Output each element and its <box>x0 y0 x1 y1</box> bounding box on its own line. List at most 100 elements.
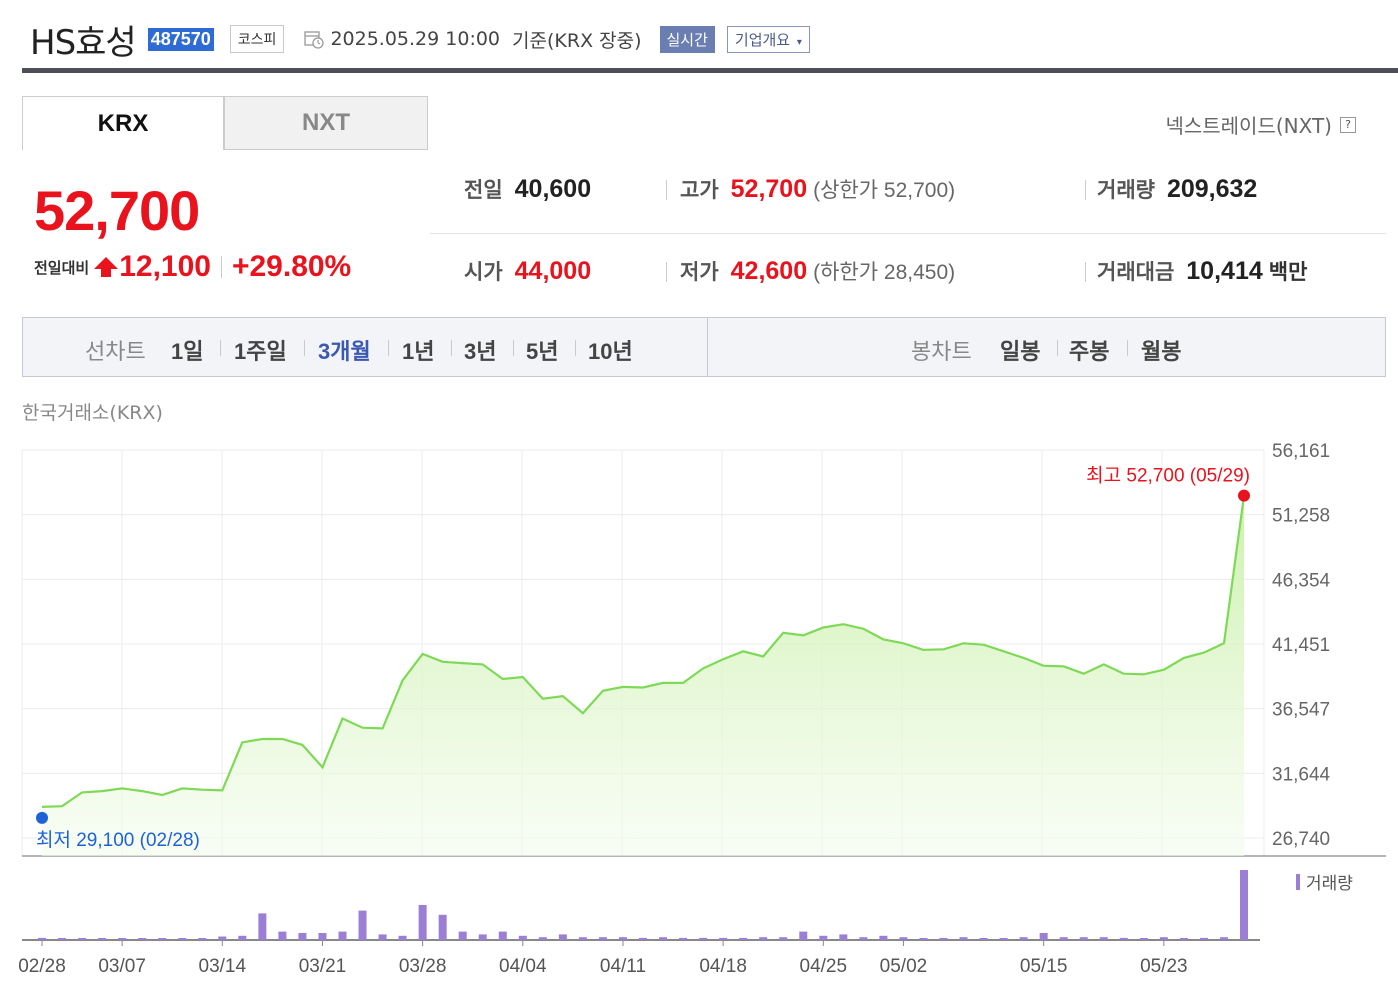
period-3y[interactable]: 3년 <box>464 339 497 364</box>
realtime-badge[interactable]: 실시간 <box>659 25 715 53</box>
y-tick-label: 31,644 <box>1272 764 1331 785</box>
stock-header: HS효성 487570 코스피 2025.05.29 10:00 기준(KRX … <box>22 10 1398 68</box>
volume-bar <box>258 913 267 940</box>
period-1d[interactable]: 1일 <box>171 339 204 364</box>
volume-bar <box>679 937 688 940</box>
y-tick-label: 26,740 <box>1272 829 1330 850</box>
period-1w[interactable]: 1주일 <box>234 339 287 364</box>
volume-bar <box>1079 937 1088 940</box>
high-annotation: 최고 52,700 (05/29) <box>1086 465 1250 487</box>
x-tick-label: 04/25 <box>800 956 848 977</box>
help-icon[interactable]: ? <box>1340 116 1356 133</box>
stat-amount: 거래대금 10,414 백만 <box>1097 256 1307 286</box>
period-separator <box>1057 340 1058 356</box>
volume-bar <box>939 938 948 940</box>
y-axis-ticks: 56,161 51,258 46,354 41,451 36,547 31,644 26,7… <box>1272 441 1331 850</box>
x-tick-label: 03/21 <box>299 956 347 977</box>
y-tick-label: 46,354 <box>1272 570 1331 591</box>
stat-value: 209,632 <box>1166 175 1258 203</box>
volume-bar <box>618 937 627 940</box>
x-tick-label: 05/23 <box>1140 956 1188 977</box>
tab-nxt[interactable]: NXT <box>224 96 428 150</box>
nxt-link[interactable]: 넥스트레이드(NXT) ? <box>1165 110 1356 139</box>
price-area <box>42 495 1244 856</box>
candle-daily[interactable]: 일봉 <box>1000 339 1041 364</box>
volume-bar <box>518 935 527 940</box>
period-separator <box>388 340 389 356</box>
stat-label: 전일 <box>464 179 503 202</box>
change-separator <box>220 256 222 278</box>
volume-bar <box>538 937 547 940</box>
volume-bar <box>799 931 808 940</box>
chart-markers: 최고 52,700 (05/29) 최저 29,100 (02/28) <box>36 465 1250 851</box>
volume-legend-swatch <box>1296 874 1300 890</box>
x-tick-label: 04/04 <box>499 956 547 977</box>
up-arrow-icon <box>94 257 119 277</box>
period-5y[interactable]: 5년 <box>526 339 559 364</box>
y-tick-label: 51,258 <box>1272 506 1330 527</box>
stat-divider <box>1085 180 1086 200</box>
y-tick-label: 41,451 <box>1272 635 1330 656</box>
stock-name: HS효성 <box>30 22 137 63</box>
volume-bar <box>378 934 387 940</box>
period-3m[interactable]: 3개월 <box>318 339 371 364</box>
volume-bar <box>1199 937 1208 940</box>
low-annotation: 최저 29,100 (02/28) <box>36 829 200 851</box>
stat-label: 고가 <box>680 179 719 202</box>
volume-bar <box>779 937 788 940</box>
period-separator <box>220 340 221 356</box>
stat-divider <box>666 180 667 200</box>
x-tick-label: 03/28 <box>399 956 447 977</box>
market-badge: 코스피 <box>229 25 285 53</box>
volume-bar <box>1059 937 1068 940</box>
period-10y[interactable]: 10년 <box>588 339 633 364</box>
volume-bar <box>358 910 367 940</box>
volume-bar <box>979 938 988 940</box>
tab-krx[interactable]: KRX <box>22 96 224 150</box>
candle-weekly[interactable]: 주봉 <box>1069 339 1110 364</box>
volume-bar <box>659 937 668 940</box>
stat-label: 시가 <box>464 261 503 284</box>
volume-bar <box>919 938 928 940</box>
volume-bar <box>98 938 107 940</box>
stat-value: 42,600 <box>730 257 808 285</box>
volume-bar <box>598 937 607 940</box>
y-tick-label: 36,547 <box>1272 700 1330 721</box>
volume-bar <box>999 938 1008 940</box>
x-tick-label: 03/14 <box>199 956 247 977</box>
volume-bar <box>699 937 708 940</box>
volume-bars: 거래량 <box>22 870 1353 941</box>
stat-high: 고가 52,700 (상한가 52,700) <box>680 174 955 204</box>
x-tick-label: 05/02 <box>880 956 928 977</box>
upper-limit: (상한가 52,700) <box>813 179 956 202</box>
volume-bar <box>178 938 187 940</box>
volume-bar <box>198 938 207 940</box>
volume-bar <box>338 931 347 940</box>
y-tick-label: 56,161 <box>1272 441 1330 462</box>
volume-bar <box>218 936 227 940</box>
period-separator <box>451 340 452 356</box>
volume-bar <box>1219 937 1228 940</box>
period-bar: 선차트 1일 1주일 3개월 1년 3년 5년 10년 봉차트 일봉 주봉 월봉 <box>22 317 1386 377</box>
price-line <box>41 495 1246 808</box>
stat-value: 40,600 <box>514 175 592 203</box>
volume-bar <box>1119 937 1128 940</box>
volume-bar <box>558 934 567 940</box>
price-change: 전일대비 12,100 +29.80% <box>34 250 351 284</box>
stat-open: 시가 44,000 <box>464 256 591 286</box>
volume-bar <box>1240 870 1248 940</box>
volume-bar <box>138 938 147 940</box>
x-tick-label: 03/07 <box>98 956 146 977</box>
volume-bar <box>318 933 327 940</box>
stat-value: 52,700 <box>730 175 808 203</box>
volume-bar <box>1039 933 1048 940</box>
calendar-clock-icon <box>304 31 325 49</box>
period-separator <box>575 340 576 356</box>
period-1y[interactable]: 1년 <box>402 339 435 364</box>
stat-low: 저가 42,600 (하한가 28,450) <box>680 256 955 286</box>
volume-bar <box>719 937 728 940</box>
volume-bar <box>478 934 487 940</box>
company-info-button[interactable]: 기업개요 ▾ <box>726 25 810 53</box>
candle-monthly[interactable]: 월봉 <box>1141 339 1182 364</box>
